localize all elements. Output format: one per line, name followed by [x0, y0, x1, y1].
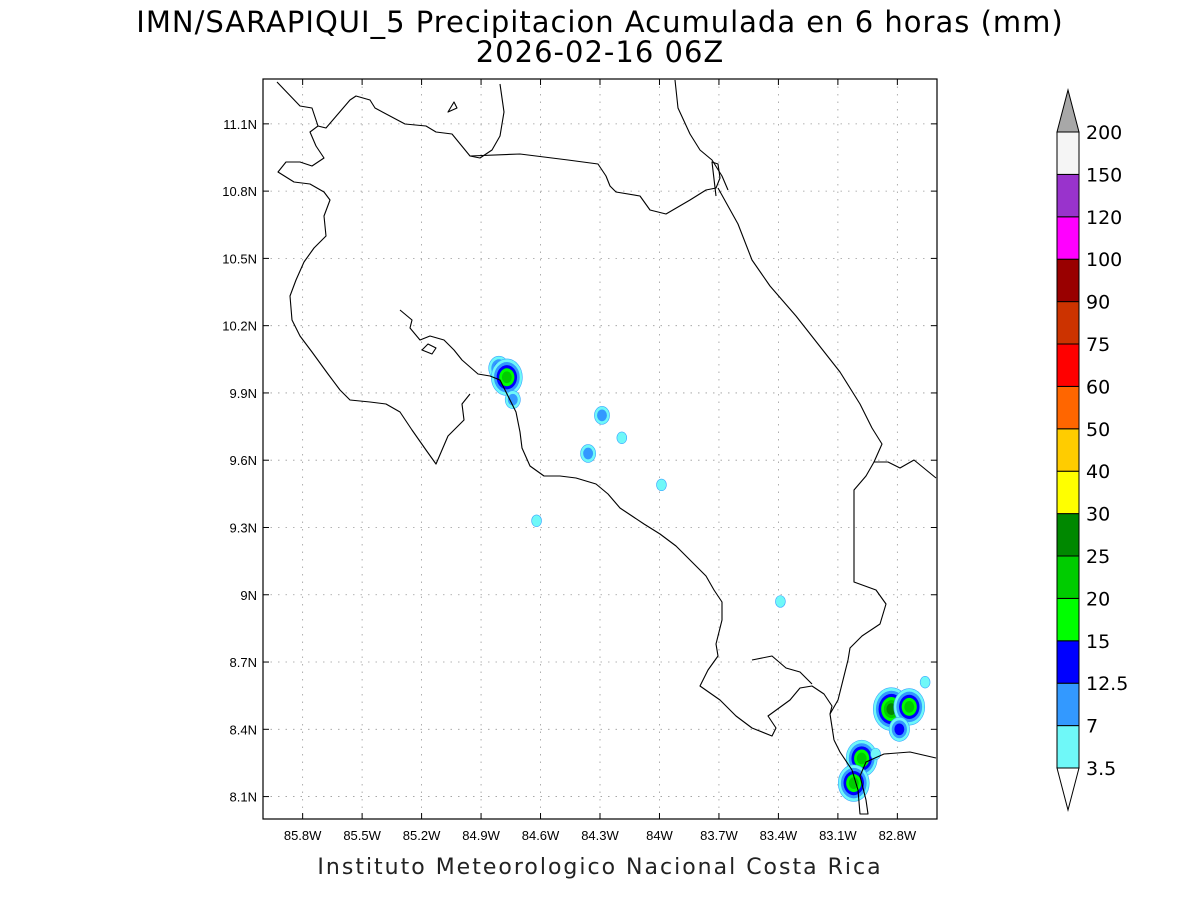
- colorbar-box: [1056, 555, 1080, 599]
- colorbar-box: [1056, 682, 1080, 727]
- lat-tick-label: 10.5N: [222, 251, 257, 266]
- precip-contour: [501, 371, 512, 384]
- nicaragua-border: [469, 153, 721, 215]
- colorbar-label: 75: [1086, 334, 1110, 356]
- colorbar-box: [1056, 725, 1080, 769]
- colorbar-label: 7: [1086, 716, 1098, 738]
- precip-cell: [919, 676, 931, 689]
- colorbar-box: [1056, 597, 1080, 642]
- lon-tick-label: 82.8W: [879, 828, 917, 843]
- lat-tick-label: 9.3N: [230, 520, 257, 535]
- precip-contour: [656, 478, 667, 492]
- colorbar-box: [1056, 258, 1080, 303]
- colorbar-label: 120: [1086, 207, 1122, 229]
- lat-tick-label: 10.2N: [222, 319, 257, 334]
- coastlines: [276, 79, 937, 815]
- colorbar-under-triangle: [1056, 767, 1080, 812]
- precip-cell: [775, 595, 786, 608]
- axis-ticks: 85.8W 85.5W 85.2W 84.9W 84.6W 84.3W 84W 83.7W 83…: [222, 79, 937, 843]
- map-background: [263, 79, 937, 819]
- colorbar-label: 20: [1086, 588, 1110, 610]
- map-datetime: 2026-02-16 06Z: [475, 35, 725, 69]
- colorbar-label: 30: [1086, 504, 1110, 526]
- lon-tick-label: 85.2W: [403, 828, 441, 843]
- lon-tick-label: 83.7W: [700, 828, 738, 843]
- lon-tick-label: 85.8W: [284, 828, 322, 843]
- precip-contour: [531, 514, 542, 527]
- lat-tick-label: 10.8N: [222, 184, 257, 199]
- pacific-coast-guanacaste: [277, 125, 471, 465]
- colorbar-label: 25: [1086, 546, 1110, 568]
- precip-contour: [894, 723, 905, 736]
- precip-cell: [656, 478, 667, 492]
- lat-tick-label: 9N: [240, 588, 257, 603]
- colorbar-over-triangle: [1056, 88, 1080, 133]
- lat-tick-label: 11.1N: [223, 117, 257, 132]
- lake-island: [447, 101, 458, 113]
- colorbar-label: 100: [1086, 249, 1122, 271]
- caribbean-coast-north: [674, 79, 729, 191]
- precip-contour: [919, 676, 931, 689]
- colorbar-label: 40: [1086, 461, 1110, 483]
- colorbar-label: 90: [1086, 292, 1110, 314]
- precip-cell: [504, 390, 521, 409]
- lat-tick-label: 9.9N: [230, 386, 257, 401]
- map-title: IMN/SARAPIQUI_5 Precipitacion Acumulada …: [136, 5, 1064, 39]
- lat-tick-label: 8.7N: [230, 655, 257, 670]
- colorbar-box: [1056, 301, 1080, 345]
- lon-tick-label: 84.6W: [522, 828, 560, 843]
- lat-tick-label: 8.1N: [230, 790, 257, 805]
- footer-credit: Instituto Meteorologico Nacional Costa R…: [317, 855, 883, 880]
- colorbar-label: 150: [1086, 164, 1122, 186]
- precip-cell: [616, 431, 628, 444]
- precip-contour: [616, 431, 628, 444]
- lon-tick-label: 84W: [646, 828, 673, 843]
- precipitation-layer: [488, 355, 931, 802]
- precip-cell: [580, 444, 596, 463]
- panama-border: [829, 461, 887, 741]
- lon-tick-label: 85.5W: [343, 828, 381, 843]
- precip-cell: [845, 739, 878, 778]
- lon-tick-label: 84.9W: [462, 828, 500, 843]
- precip-contour: [904, 701, 915, 713]
- precip-cell: [893, 688, 926, 726]
- panama-pacific-coast: [833, 739, 937, 815]
- precip-contour: [856, 752, 867, 765]
- colorbar-label: 3.5: [1086, 758, 1116, 780]
- colorbar-box: [1056, 513, 1080, 557]
- osa-peninsula: [751, 655, 813, 685]
- colorbar-box: [1056, 343, 1080, 387]
- gulf-of-nicoya: [399, 309, 833, 737]
- lat-tick-label: 8.4N: [230, 722, 257, 737]
- colorbar-box: [1056, 470, 1080, 515]
- caribbean-coast: [717, 187, 937, 479]
- lat-tick-label: 9.6N: [230, 453, 257, 468]
- colorbar-box: [1056, 385, 1080, 430]
- colorbar-label: 200: [1086, 122, 1122, 144]
- colorbar-box: [1056, 216, 1080, 260]
- colorbar-label: 12.5: [1086, 673, 1128, 695]
- precip-contour: [507, 393, 518, 406]
- precip-contour: [775, 595, 786, 608]
- colorbar-box: [1056, 428, 1080, 472]
- precip-contour: [597, 409, 607, 422]
- lon-tick-label: 84.3W: [581, 828, 619, 843]
- precip-contour: [848, 777, 859, 789]
- colorbar-label: 60: [1086, 376, 1110, 398]
- precip-cell: [491, 358, 523, 396]
- colorbar-label: 50: [1086, 419, 1110, 441]
- colorbar: 3.5 7 12.5 15 20 25 30 40 50 60 75 90 100 120 150 200: [1056, 88, 1128, 812]
- precip-cell: [531, 514, 542, 527]
- colorbar-box: [1056, 640, 1080, 684]
- colorbar-box: [1056, 131, 1080, 175]
- precip-cell: [594, 406, 610, 425]
- colorbar-label: 15: [1086, 631, 1110, 653]
- nicoya-island: [421, 343, 437, 355]
- precip-cell: [888, 716, 910, 742]
- lon-tick-label: 83.1W: [819, 828, 857, 843]
- precip-contour: [583, 447, 594, 460]
- colorbar-box: [1056, 173, 1080, 218]
- lon-tick-label: 83.4W: [760, 828, 798, 843]
